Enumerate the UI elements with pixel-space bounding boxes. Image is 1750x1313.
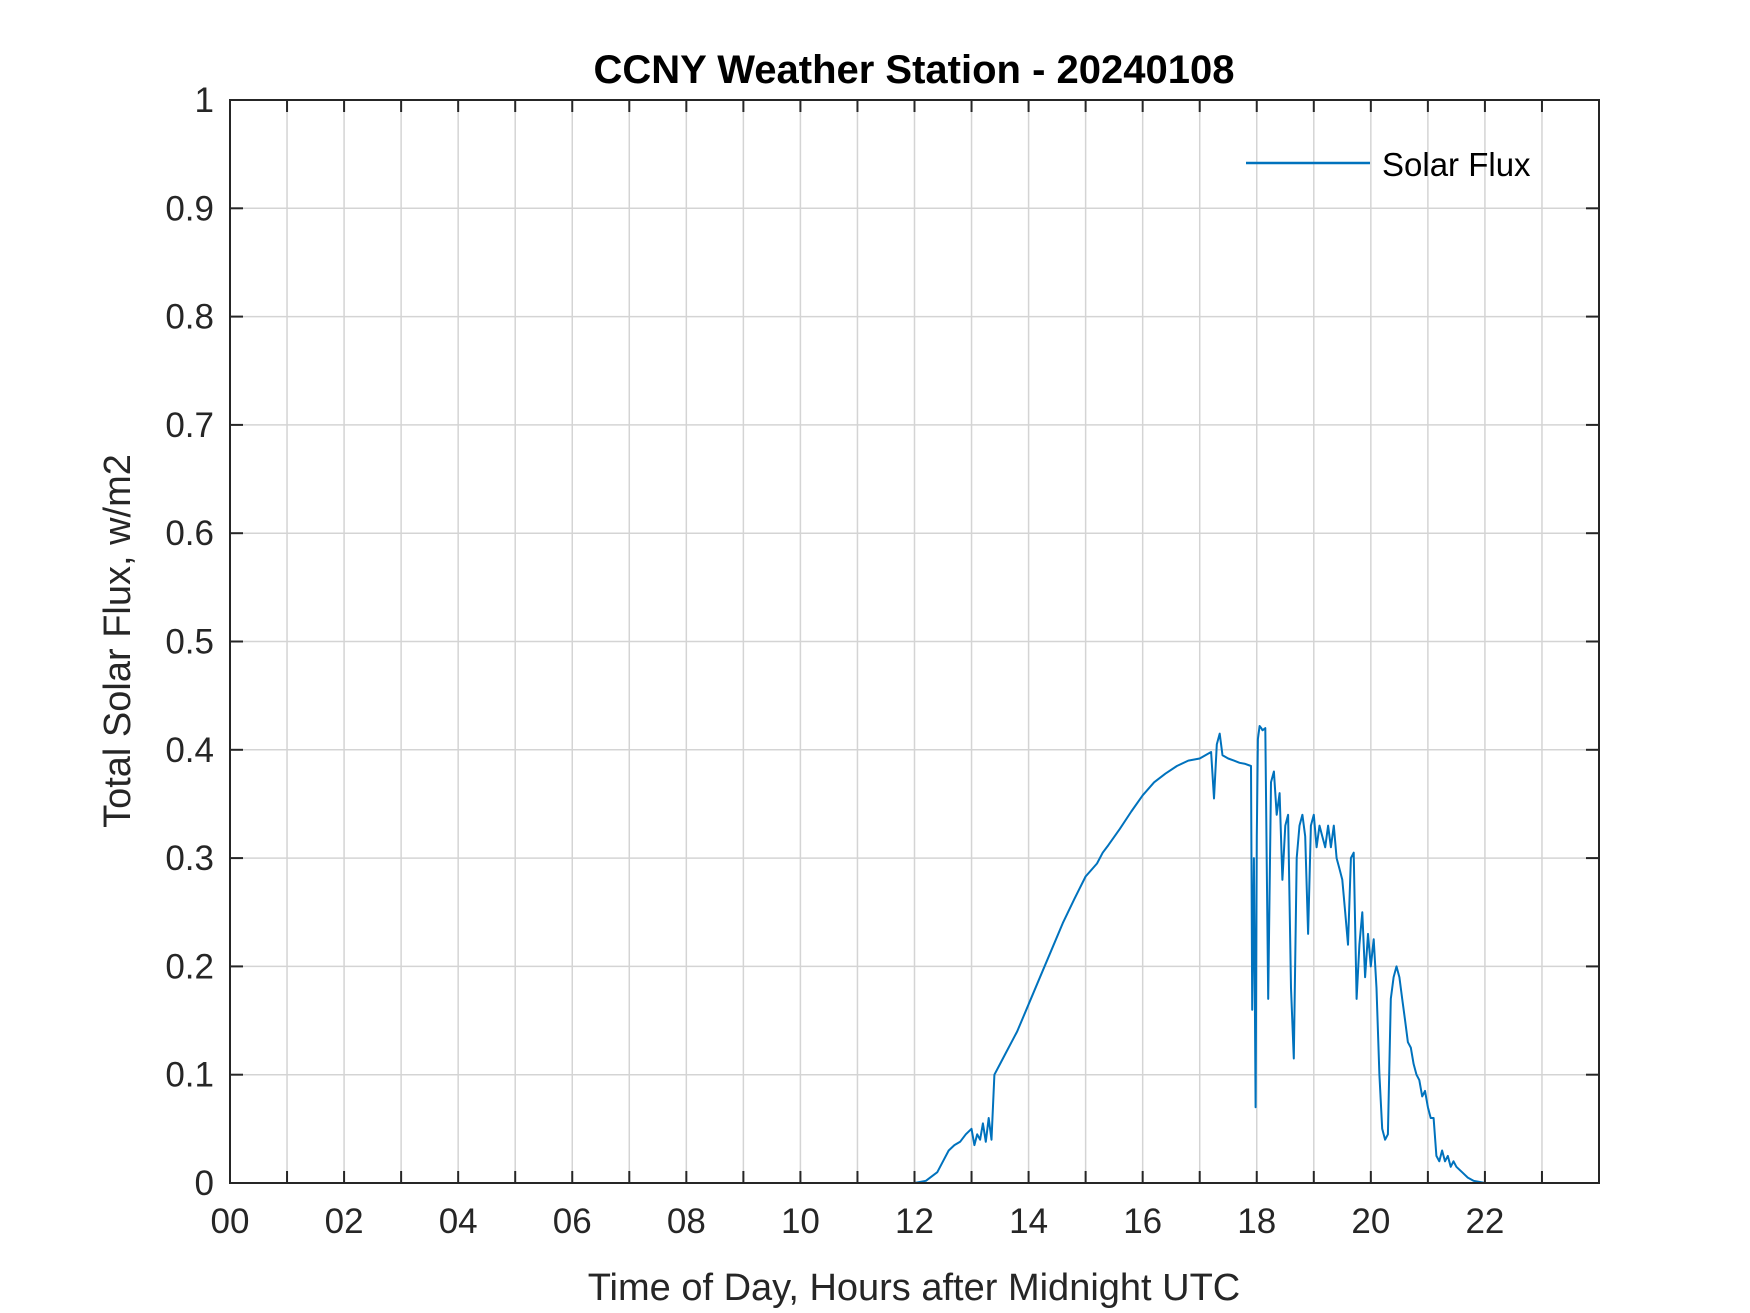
y-tick-label: 0.6 [165, 514, 214, 553]
y-axis-label: Total Solar Flux, w/m2 [97, 454, 139, 828]
y-tick-label: 1 [195, 81, 214, 120]
x-tick-label: 12 [895, 1202, 934, 1241]
x-tick-label: 08 [667, 1202, 706, 1241]
y-tick-label: 0.9 [165, 189, 214, 228]
x-tick-label: 20 [1351, 1202, 1390, 1241]
x-tick-label: 10 [781, 1202, 820, 1241]
grid-lines [230, 100, 1599, 1183]
series-layer [230, 725, 1599, 1184]
y-tick-label: 0.7 [165, 406, 214, 445]
x-tick-label: 14 [1009, 1202, 1048, 1241]
y-tick-label: 0.4 [165, 731, 214, 770]
y-tick-label: 0.1 [165, 1056, 214, 1095]
y-tick-label: 0.2 [165, 947, 214, 986]
legend: Solar Flux [1246, 146, 1531, 183]
y-tick-label: 0 [195, 1164, 214, 1203]
x-tick-label: 16 [1123, 1202, 1162, 1241]
y-tick-label: 0.8 [165, 298, 214, 337]
chart-title: CCNY Weather Station - 20240108 [594, 48, 1235, 92]
x-tick-label: 22 [1465, 1202, 1504, 1241]
series-line-solar-flux [230, 725, 1599, 1184]
x-tick-label: 04 [439, 1202, 478, 1241]
x-axis-label: Time of Day, Hours after Midnight UTC [588, 1267, 1241, 1309]
y-tick-label: 0.5 [165, 623, 214, 662]
axis-ticks: 00 02 04 06 08 10 12 14 16 18 20 22 0 0.1 0.2 0.3 0.4 0.5… [165, 81, 1599, 1241]
x-tick-label: 06 [553, 1202, 592, 1241]
x-tick-label: 02 [325, 1202, 364, 1241]
legend-label-solar-flux: Solar Flux [1382, 146, 1531, 183]
x-tick-label: 18 [1237, 1202, 1276, 1241]
x-tick-label: 00 [211, 1202, 250, 1241]
y-tick-label: 0.3 [165, 839, 214, 878]
